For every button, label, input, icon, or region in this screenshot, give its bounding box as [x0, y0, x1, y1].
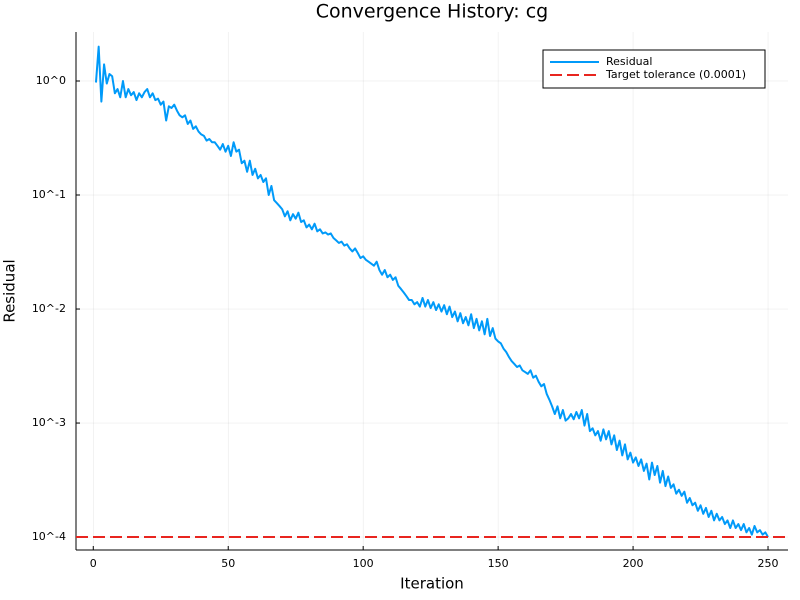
legend-label: Target tolerance (0.0001): [605, 68, 746, 81]
y-axis-label: Residual: [1, 259, 19, 322]
x-tick-label: 50: [221, 557, 235, 570]
y-tick-label: 10^-2: [32, 302, 66, 315]
legend-box: [542, 49, 766, 89]
x-tick-label: 150: [488, 557, 509, 570]
x-tick-label: 250: [758, 557, 779, 570]
x-tick-label: 0: [90, 557, 97, 570]
x-tick-label: 200: [623, 557, 644, 570]
series-line: [94, 45, 769, 538]
x-tick-label: 100: [353, 557, 374, 570]
y-tick-label: 10^-1: [32, 188, 66, 201]
y-tick-label: 10^-4: [32, 530, 66, 543]
y-tick-label: 10^0: [36, 74, 66, 87]
chart-title: Convergence History: cg: [316, 1, 548, 23]
x-axis-label: Iteration: [400, 575, 464, 593]
legend-label: Residual: [606, 55, 652, 68]
y-tick-label: 10^-3: [32, 416, 66, 429]
